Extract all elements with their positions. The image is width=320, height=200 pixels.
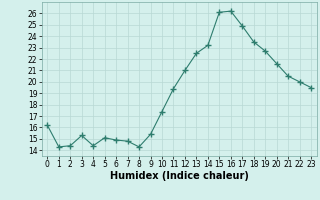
X-axis label: Humidex (Indice chaleur): Humidex (Indice chaleur): [110, 171, 249, 181]
